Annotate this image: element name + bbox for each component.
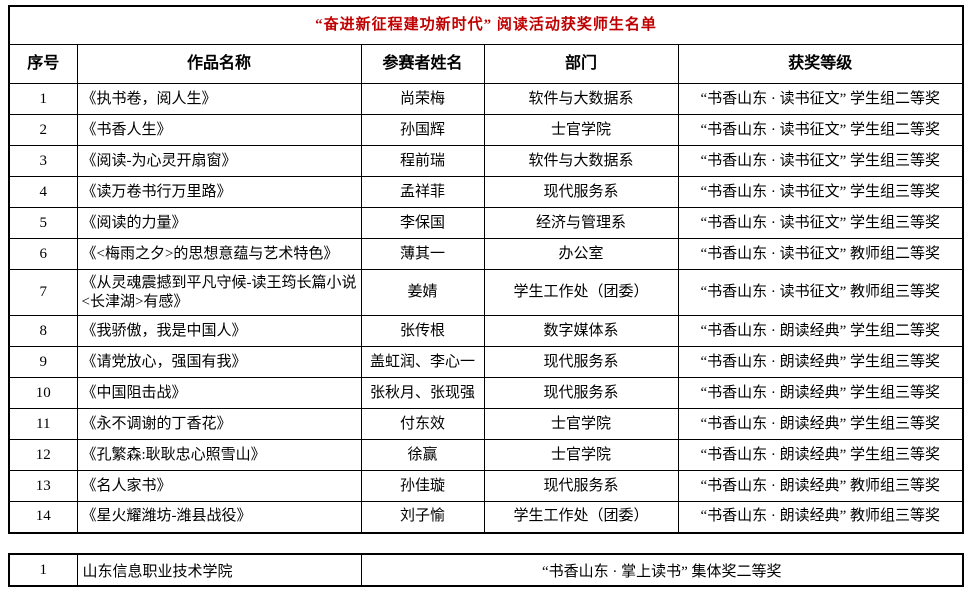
cell-award: “书香山东 · 朗读经典” 学生组二等奖 (677, 315, 964, 347)
cell-name: 张传根 (360, 315, 485, 347)
cell-award: “书香山东 · 朗读经典” 学生组三等奖 (677, 439, 964, 471)
table-row: 11 《永不调谢的丁香花》 付东效 士官学院 “书香山东 · 朗读经典” 学生组… (8, 408, 964, 440)
cell-no: 13 (8, 470, 78, 502)
cell-award: “书香山东 · 掌上读书” 集体奖二等奖 (360, 553, 964, 587)
table-row: 4 《读万卷书行万里路》 孟祥菲 现代服务系 “书香山东 · 读书征文” 学生组… (8, 176, 964, 208)
col-header-work: 作品名称 (76, 44, 362, 84)
cell-dept: 现代服务系 (483, 346, 679, 378)
cell-award: “书香山东 · 读书征文” 学生组二等奖 (677, 83, 964, 115)
cell-organization: 山东信息职业技术学院 (76, 553, 362, 587)
cell-award: “书香山东 · 读书征文” 教师组三等奖 (677, 269, 964, 316)
cell-award: “书香山东 · 朗读经典” 教师组三等奖 (677, 470, 964, 502)
cell-no: 10 (8, 377, 78, 409)
cell-work: 《<梅雨之夕>的思想意蕴与艺术特色》 (76, 238, 362, 270)
table-header-row: 序号 作品名称 参赛者姓名 部门 获奖等级 (8, 44, 964, 84)
table-row: 3 《阅读-为心灵开扇窗》 程前瑞 软件与大数据系 “书香山东 · 读书征文” … (8, 145, 964, 177)
cell-dept: 软件与大数据系 (483, 145, 679, 177)
cell-dept: 数字媒体系 (483, 315, 679, 347)
table-row: 2 《书香人生》 孙国辉 士官学院 “书香山东 · 读书征文” 学生组二等奖 (8, 114, 964, 146)
cell-award: “书香山东 · 朗读经典” 学生组三等奖 (677, 408, 964, 440)
cell-dept: 士官学院 (483, 408, 679, 440)
cell-dept: 士官学院 (483, 439, 679, 471)
table-row: 1 山东信息职业技术学院 “书香山东 · 掌上读书” 集体奖二等奖 (8, 553, 964, 587)
cell-name: 徐赢 (360, 439, 485, 471)
cell-name: 薄其一 (360, 238, 485, 270)
cell-work: 《从灵魂震撼到平凡守候-读王筠长篇小说<长津湖>有感》 (76, 269, 362, 316)
title-row: “奋进新征程建功新时代” 阅读活动获奖师生名单 (8, 5, 964, 45)
col-header-no: 序号 (8, 44, 78, 84)
cell-dept: 现代服务系 (483, 176, 679, 208)
cell-name: 孙国辉 (360, 114, 485, 146)
cell-dept: 士官学院 (483, 114, 679, 146)
cell-dept: 学生工作处（团委） (483, 269, 679, 316)
cell-name: 张秋月、张现强 (360, 377, 485, 409)
cell-work: 《永不调谢的丁香花》 (76, 408, 362, 440)
table-row: 6 《<梅雨之夕>的思想意蕴与艺术特色》 薄其一 办公室 “书香山东 · 读书征… (8, 238, 964, 270)
cell-name: 刘子愉 (360, 501, 485, 533)
award-table: “奋进新征程建功新时代” 阅读活动获奖师生名单 序号 作品名称 参赛者姓名 部门… (8, 5, 965, 534)
cell-award: “书香山东 · 读书征文” 学生组三等奖 (677, 145, 964, 177)
cell-work: 《中国阻击战》 (76, 377, 362, 409)
cell-name: 程前瑞 (360, 145, 485, 177)
cell-work: 《执书卷，阅人生》 (76, 83, 362, 115)
table-row: 7 《从灵魂震撼到平凡守候-读王筠长篇小说<长津湖>有感》 姜婧 学生工作处（团… (8, 269, 964, 316)
table-row: 9 《请党放心，强国有我》 盖虹润、李心一 现代服务系 “书香山东 · 朗读经典… (8, 346, 964, 378)
cell-no: 11 (8, 408, 78, 440)
cell-work: 《我骄傲，我是中国人》 (76, 315, 362, 347)
cell-name: 孙佳璇 (360, 470, 485, 502)
col-header-dept: 部门 (483, 44, 679, 84)
cell-no: 7 (8, 269, 78, 316)
cell-work: 《读万卷书行万里路》 (76, 176, 362, 208)
col-header-name: 参赛者姓名 (360, 44, 485, 84)
table-row: 10 《中国阻击战》 张秋月、张现强 现代服务系 “书香山东 · 朗读经典” 学… (8, 377, 964, 409)
cell-award: “书香山东 · 朗读经典” 学生组三等奖 (677, 346, 964, 378)
cell-work: 《孔繁森:耿耿忠心照雪山》 (76, 439, 362, 471)
table-row: 12 《孔繁森:耿耿忠心照雪山》 徐赢 士官学院 “书香山东 · 朗读经典” 学… (8, 439, 964, 471)
cell-work: 《名人家书》 (76, 470, 362, 502)
page-title: “奋进新征程建功新时代” 阅读活动获奖师生名单 (8, 5, 964, 45)
cell-name: 尚荣梅 (360, 83, 485, 115)
cell-name: 李保国 (360, 207, 485, 239)
cell-no: 9 (8, 346, 78, 378)
collective-award-table: 1 山东信息职业技术学院 “书香山东 · 掌上读书” 集体奖二等奖 (8, 553, 964, 587)
cell-work: 《阅读的力量》 (76, 207, 362, 239)
table-row: 14 《星火耀潍坊-潍县战役》 刘子愉 学生工作处（团委） “书香山东 · 朗读… (8, 501, 964, 533)
cell-award: “书香山东 · 朗读经典” 学生组三等奖 (677, 377, 964, 409)
cell-dept: 经济与管理系 (483, 207, 679, 239)
cell-award: “书香山东 · 朗读经典” 教师组三等奖 (677, 501, 964, 533)
table-row: 13 《名人家书》 孙佳璇 现代服务系 “书香山东 · 朗读经典” 教师组三等奖 (8, 470, 964, 502)
cell-no: 1 (8, 83, 78, 115)
col-header-award: 获奖等级 (677, 44, 964, 84)
cell-no: 14 (8, 501, 78, 533)
cell-no: 5 (8, 207, 78, 239)
cell-dept: 软件与大数据系 (483, 83, 679, 115)
cell-award: “书香山东 · 读书征文” 学生组三等奖 (677, 176, 964, 208)
cell-award: “书香山东 · 读书征文” 教师组二等奖 (677, 238, 964, 270)
cell-name: 付东效 (360, 408, 485, 440)
cell-name: 盖虹润、李心一 (360, 346, 485, 378)
cell-no: 12 (8, 439, 78, 471)
cell-dept: 办公室 (483, 238, 679, 270)
cell-dept: 现代服务系 (483, 377, 679, 409)
table-row: 8 《我骄傲，我是中国人》 张传根 数字媒体系 “书香山东 · 朗读经典” 学生… (8, 315, 964, 347)
cell-no: 2 (8, 114, 78, 146)
cell-work: 《星火耀潍坊-潍县战役》 (76, 501, 362, 533)
cell-award: “书香山东 · 读书征文” 学生组三等奖 (677, 207, 964, 239)
cell-work: 《阅读-为心灵开扇窗》 (76, 145, 362, 177)
cell-name: 孟祥菲 (360, 176, 485, 208)
cell-no: 4 (8, 176, 78, 208)
cell-no: 3 (8, 145, 78, 177)
cell-no: 6 (8, 238, 78, 270)
table-row: 5 《阅读的力量》 李保国 经济与管理系 “书香山东 · 读书征文” 学生组三等… (8, 207, 964, 239)
cell-dept: 现代服务系 (483, 470, 679, 502)
cell-name: 姜婧 (360, 269, 485, 316)
cell-dept: 学生工作处（团委） (483, 501, 679, 533)
cell-work: 《请党放心，强国有我》 (76, 346, 362, 378)
cell-award: “书香山东 · 读书征文” 学生组二等奖 (677, 114, 964, 146)
cell-no: 1 (8, 553, 78, 587)
cell-no: 8 (8, 315, 78, 347)
cell-work: 《书香人生》 (76, 114, 362, 146)
table-row: 1 《执书卷，阅人生》 尚荣梅 软件与大数据系 “书香山东 · 读书征文” 学生… (8, 83, 964, 115)
